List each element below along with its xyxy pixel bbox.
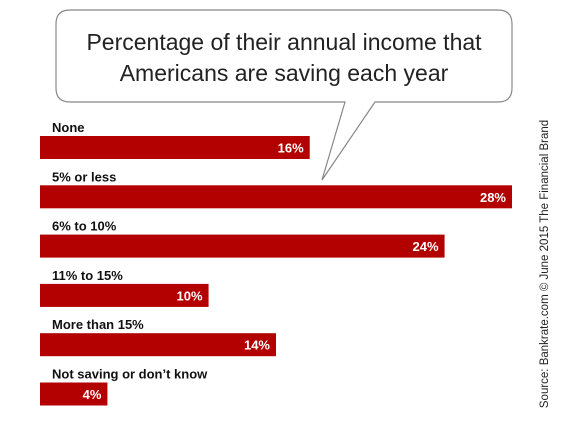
bar-value-label: 10% (177, 288, 203, 303)
bar (40, 333, 276, 357)
bars-group: None 16% 5% or less 28% 6% to 10% 24% 11% to 1… (40, 120, 512, 406)
bar (40, 234, 445, 258)
category-label: 11% to 15% (52, 268, 123, 283)
bar (40, 382, 108, 406)
bar-value-label: 16% (278, 141, 304, 156)
bar-value-label: 28% (480, 190, 506, 205)
bar-value-label: 4% (83, 387, 102, 402)
bar (40, 283, 209, 307)
bar (40, 185, 512, 209)
category-label: None (52, 120, 85, 135)
category-label: Not saving or don’t know (52, 367, 208, 382)
source-note: Source: Bankrate.com © June 2015 The Fin… (539, 120, 551, 408)
chart-title-line-1: Percentage of their annual income that (86, 29, 482, 55)
category-label: More than 15% (52, 317, 144, 332)
bar-value-label: 24% (413, 239, 439, 254)
title-callout-bubble (55, 9, 513, 181)
bar-value-label: 14% (244, 338, 270, 353)
chart-title-line-2: Americans are saving each year (120, 60, 449, 86)
bar (40, 136, 310, 159)
category-label: 5% or less (52, 169, 116, 184)
category-label: 6% to 10% (52, 219, 117, 234)
